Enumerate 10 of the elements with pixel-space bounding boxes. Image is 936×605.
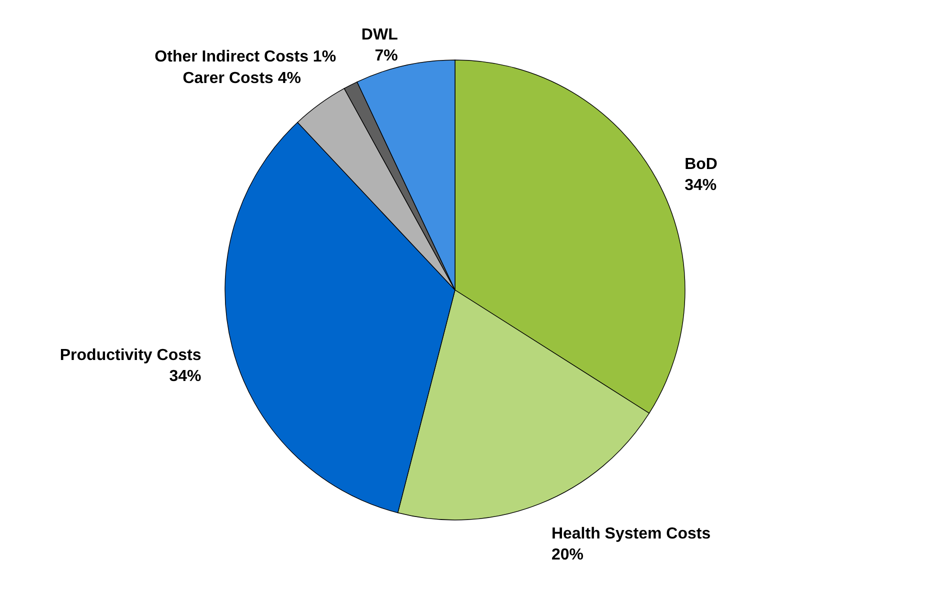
slice-label: BoD: [684, 156, 718, 173]
slice-label: Other Indirect Costs 1%: [154, 48, 336, 66]
data-label: 34%: [169, 368, 202, 386]
slice-label: Health System Costs: [551, 526, 711, 543]
slice-label: Carer Costs 4%: [182, 70, 301, 88]
data-label: 34%: [684, 176, 717, 194]
data-label: 7%: [374, 47, 398, 64]
data-label: 20%: [551, 546, 584, 564]
slice-label: DWL: [361, 26, 398, 44]
slice-label: Productivity Costs: [60, 347, 202, 364]
